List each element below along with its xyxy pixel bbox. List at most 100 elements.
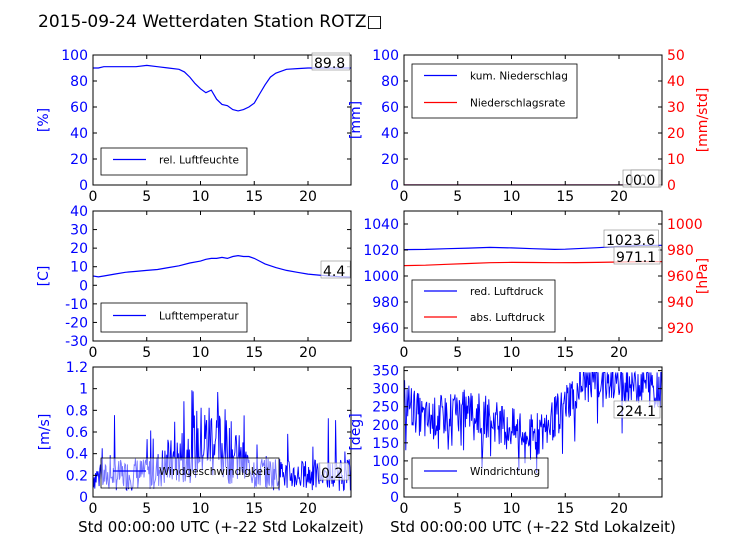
legend-precipitation: kum. Niederschlag Niederschlagsrate xyxy=(411,63,578,119)
y-tick-label: -20 xyxy=(65,315,88,331)
x-tick-label: 20 xyxy=(610,345,628,361)
x-tick-label: 20 xyxy=(299,345,317,361)
y2-tick-label: 960 xyxy=(667,269,694,285)
panel-humidity: 0 5 10 15 20 0 20 40 60 80 100 [%] rel. Luftfeuchte 8… xyxy=(36,48,352,205)
x-tick-label: 0 xyxy=(400,501,409,517)
legend-box xyxy=(100,147,248,176)
panel-temperature: 0 5 10 15 20 -30 -20 -10 0 10 20 30 40 [C] Lufttempera… xyxy=(36,204,352,361)
y2-tick-label: 0 xyxy=(667,178,676,194)
legend-windspeed: Windgeschwindigkeit xyxy=(100,457,280,489)
x-tick-label: 5 xyxy=(453,345,462,361)
y-tick-label: 1 xyxy=(79,382,88,398)
legend-box xyxy=(100,457,280,489)
value-label: 224.1 xyxy=(616,404,656,420)
legend-label: Windrichtung xyxy=(470,466,540,478)
y-tick-label: 1.2 xyxy=(66,360,88,376)
x-axis-label-left: Std 00:00:00 UTC (+-22 Std Lokalzeit) xyxy=(78,518,364,536)
y-tick-label: 1040 xyxy=(363,217,399,233)
y-tick-label: 0 xyxy=(79,278,88,294)
y2-tick-label: 1000 xyxy=(667,217,703,233)
y-tick-label: 60 xyxy=(70,100,88,116)
axes-frame xyxy=(92,210,352,342)
y-tick-label: -10 xyxy=(65,297,88,313)
legend-box xyxy=(100,302,248,333)
panel-windspeed: 0 5 10 15 20 0 0.2 0.4 0.6 0.8 1 1.2 [m/s] Windgeschw… xyxy=(37,360,352,517)
x-tick-label: 0 xyxy=(400,189,409,205)
panel-pressure: 0 5 10 15 20 960 980 1000 1020 1040 920 940 960 980 10… xyxy=(363,210,711,361)
y-axis-label: [m/s] xyxy=(37,414,53,451)
y2-axis-label: [hPa] xyxy=(695,258,711,294)
y-tick-label: 20 xyxy=(70,152,88,168)
x-tick-label: 5 xyxy=(142,189,151,205)
x-tick-label: 10 xyxy=(503,189,521,205)
y-tick-label: 980 xyxy=(372,295,399,311)
y-axis-label: [%] xyxy=(36,108,52,132)
y2-tick-label: 920 xyxy=(667,321,694,337)
series-line-temperature-0 xyxy=(93,254,351,278)
y2-tick-label: 50 xyxy=(667,48,685,64)
value-label-box xyxy=(311,52,350,71)
value-label-box xyxy=(630,169,660,188)
x-tick-label: 5 xyxy=(142,501,151,517)
y-tick-label: 80 xyxy=(381,74,399,90)
x-tick-label: 10 xyxy=(503,501,521,517)
x-tick-label: 0 xyxy=(89,189,98,205)
legend-label: Lufttemperatur xyxy=(159,311,239,323)
value-label-box xyxy=(613,246,661,265)
legend-label: Niederschlagsrate xyxy=(470,98,565,110)
y-tick-label: 0 xyxy=(79,178,88,194)
legend-label: kum. Niederschlag xyxy=(470,71,568,83)
legend-box xyxy=(411,457,549,489)
x-axis-label-right: Std 00:00:00 UTC (+-22 Std Lokalzeit) xyxy=(390,518,676,536)
y-tick-label: 100 xyxy=(61,48,88,64)
y-axis-label: [C] xyxy=(36,266,52,287)
series-line-windspeed-0 xyxy=(93,390,351,492)
legend-label: rel. Luftfeuchte xyxy=(159,155,239,167)
y-tick-label: 0.4 xyxy=(66,447,88,463)
figure-title: 2015-09-24 Wetterdaten Station ROTZ□ xyxy=(38,12,383,32)
x-tick-label: 15 xyxy=(556,501,574,517)
legend-box xyxy=(411,279,556,333)
y-tick-label: 1020 xyxy=(363,243,399,259)
y-tick-label: 0 xyxy=(79,490,88,506)
y-tick-label: 40 xyxy=(70,204,88,220)
value-label: 1023.6 xyxy=(606,233,655,249)
y-tick-label: 40 xyxy=(381,126,399,142)
y-tick-label: 0.2 xyxy=(66,468,88,484)
x-tick-label: 10 xyxy=(192,501,210,517)
value-label: 0.2 xyxy=(321,466,343,482)
y-tick-label: -30 xyxy=(65,334,88,350)
x-tick-label: 20 xyxy=(610,189,628,205)
y2-axis-label: [mm/std] xyxy=(695,88,711,153)
x-tick-label: 10 xyxy=(192,345,210,361)
y-tick-label: 150 xyxy=(372,436,399,452)
value-label: 89.8 xyxy=(314,56,345,72)
axes-frame xyxy=(403,366,663,498)
x-tick-label: 0 xyxy=(89,345,98,361)
y-tick-label: 80 xyxy=(70,74,88,90)
y-tick-label: 0.8 xyxy=(66,403,88,419)
x-tick-label: 15 xyxy=(556,189,574,205)
y-tick-label: 300 xyxy=(372,382,399,398)
y-tick-label: 60 xyxy=(381,100,399,116)
x-tick-label: 15 xyxy=(245,189,263,205)
y-tick-label: 10 xyxy=(70,260,88,276)
x-tick-label: 15 xyxy=(245,345,263,361)
x-tick-label: 15 xyxy=(556,345,574,361)
legend-label: Windgeschwindigkeit xyxy=(159,466,270,478)
x-tick-label: 10 xyxy=(503,345,521,361)
y2-tick-label: 940 xyxy=(667,295,694,311)
y-axis-label: [mm] xyxy=(348,101,364,139)
y-tick-label: 250 xyxy=(372,400,399,416)
x-tick-label: 5 xyxy=(453,501,462,517)
y-tick-label: 350 xyxy=(372,364,399,380)
panel-precipitation: 0 5 10 15 20 0 20 40 60 80 100 0 10 20 30 40 50 [mm] [mm/s… xyxy=(348,48,711,205)
series-line-winddirection-0 xyxy=(404,370,662,473)
panel-winddirection: 0 5 10 15 20050100150200250300350[deg]Windri… xyxy=(348,364,663,517)
value-label-box xyxy=(320,260,351,279)
x-tick-label: 20 xyxy=(299,189,317,205)
y-tick-label: 0.6 xyxy=(66,425,88,441)
y-tick-label: 50 xyxy=(381,472,399,488)
x-tick-label: 5 xyxy=(453,189,462,205)
